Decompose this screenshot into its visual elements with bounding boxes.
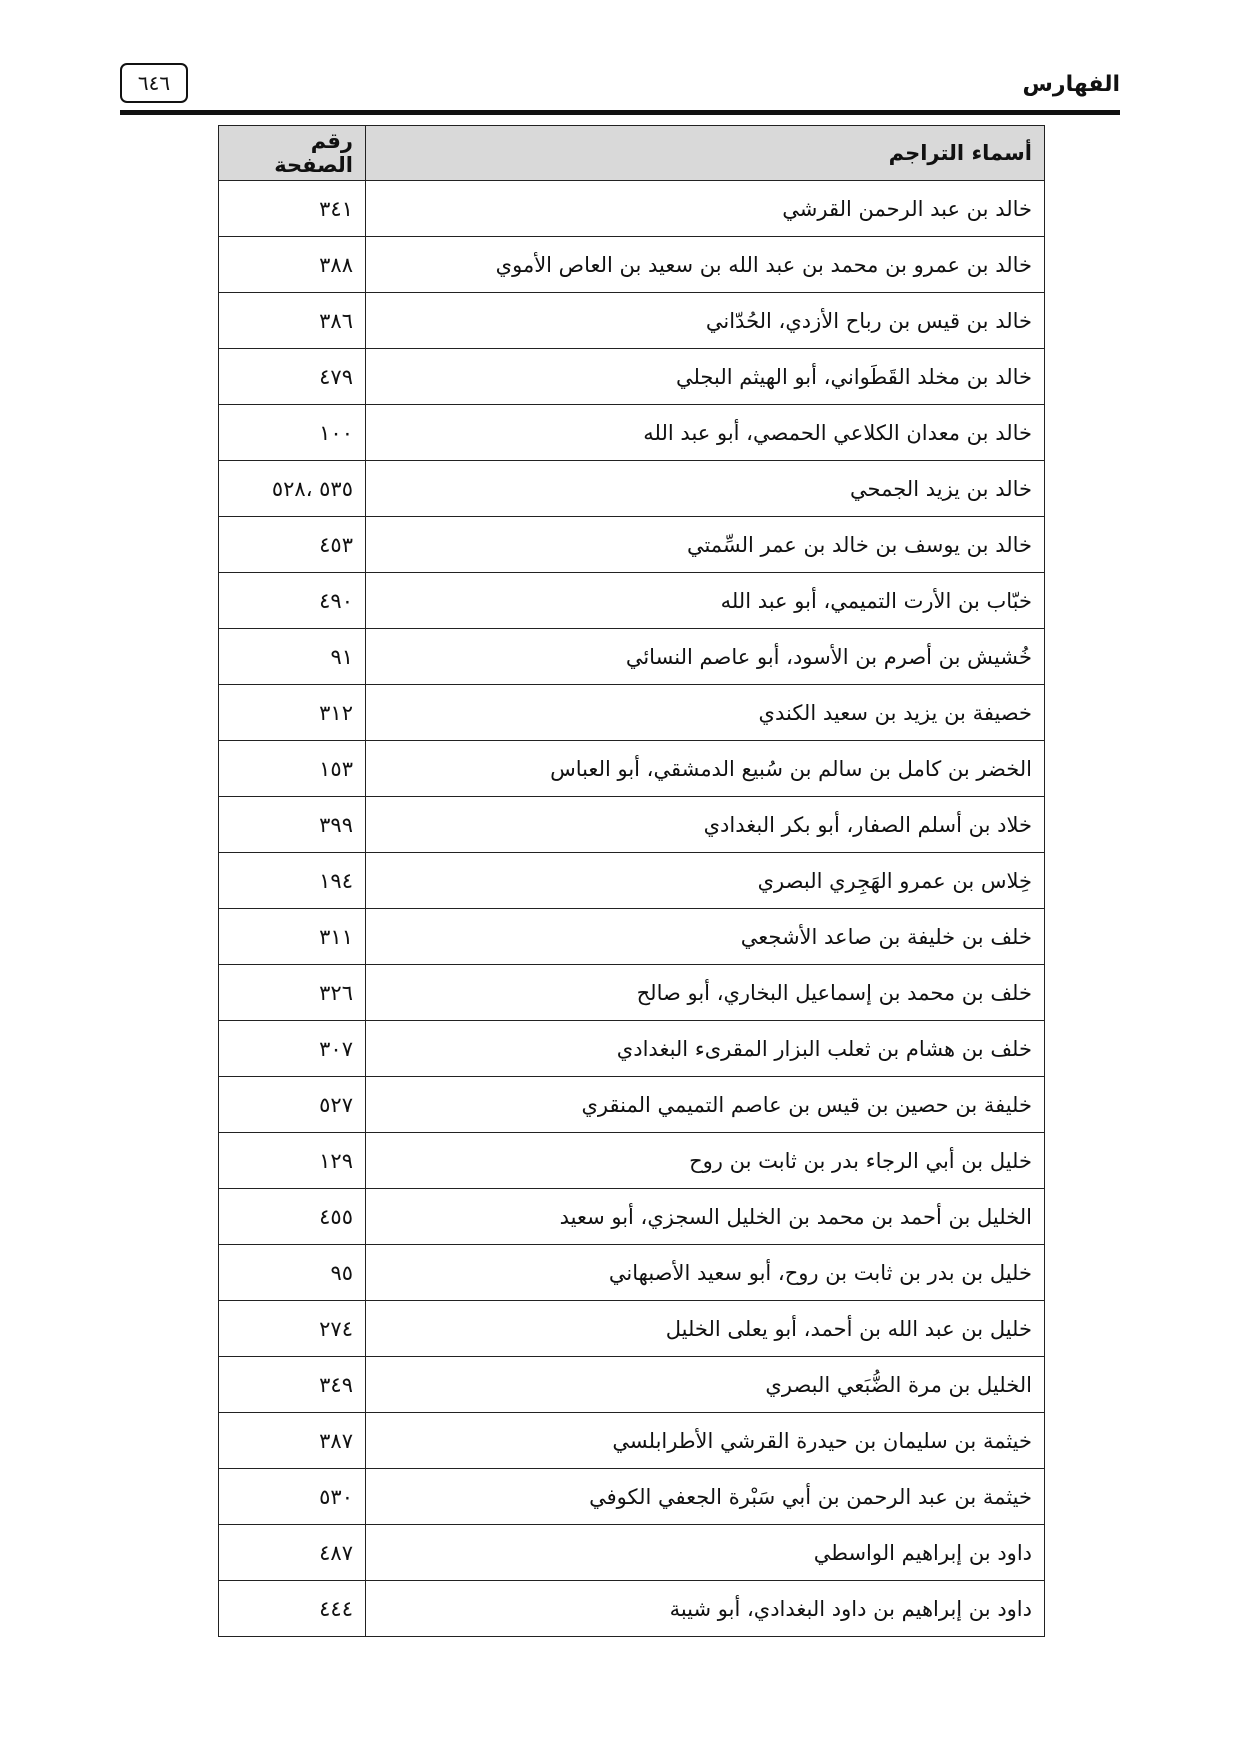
table-row: خلاد بن أسلم الصفار، أبو بكر البغدادي ٣٩٩ [218, 796, 1045, 853]
table-row: خِلاس بن عمرو الهَجِري البصري ١٩٤ [218, 852, 1045, 909]
page-cell: ٤٤٤ [218, 1580, 366, 1637]
name-cell: خالد بن مخلد القَطَواني، أبو الهيثم البج… [365, 348, 1045, 405]
table-row: خليل بن عبد الله بن أحمد، أبو يعلى الخلي… [218, 1300, 1045, 1357]
page-cell: ٥٣٠ [218, 1468, 366, 1525]
running-title: الفهارس [1022, 72, 1120, 97]
page-cell: ٤٧٩ [218, 348, 366, 405]
page-cell: ٩٥ [218, 1244, 366, 1301]
table-row: داود بن إبراهيم بن داود البغدادي، أبو شي… [218, 1580, 1045, 1637]
page-cell: ١٠٠ [218, 404, 366, 461]
name-cell: خلف بن خليفة بن صاعد الأشجعي [365, 908, 1045, 965]
page-cell: ٣٠٧ [218, 1020, 366, 1077]
table-row: خيثمة بن عبد الرحمن بن أبي سَبْرة الجعفي… [218, 1468, 1045, 1525]
name-cell: خالد بن عمرو بن محمد بن عبد الله بن سعيد… [365, 236, 1045, 293]
names-index-table: أسماء التراجم رقم الصفحة خالد بن عبد الر… [218, 125, 1045, 1637]
page-cell: ٢٧٤ [218, 1300, 366, 1357]
table-row: الخضر بن كامل بن سالم بن سُبيع الدمشقي، … [218, 740, 1045, 797]
page-cell: ٩١ [218, 628, 366, 685]
page-cell: ٥٢٧ [218, 1076, 366, 1133]
table-row: خلف بن محمد بن إسماعيل البخاري، أبو صالح… [218, 964, 1045, 1021]
table-row: خالد بن يزيد الجمحي ٥٣٥ ،٥٢٨ [218, 460, 1045, 517]
column-header-names: أسماء التراجم [365, 125, 1045, 181]
page-cell: ١٩٤ [218, 852, 366, 909]
name-cell: الخليل بن مرة الضُّبَعي البصري [365, 1356, 1045, 1413]
page-number: ٦٤٦ [120, 63, 188, 103]
name-cell: الخضر بن كامل بن سالم بن سُبيع الدمشقي، … [365, 740, 1045, 797]
page-cell: ٣٢٦ [218, 964, 366, 1021]
table-row: خليل بن بدر بن ثابت بن روح، أبو سعيد الأ… [218, 1244, 1045, 1301]
table-header-row: أسماء التراجم رقم الصفحة [218, 125, 1045, 181]
name-cell: خليل بن بدر بن ثابت بن روح، أبو سعيد الأ… [365, 1244, 1045, 1301]
name-cell: خيثمة بن سليمان بن حيدرة القرشي الأطرابل… [365, 1412, 1045, 1469]
table-row: داود بن إبراهيم الواسطي ٤٨٧ [218, 1524, 1045, 1581]
page-cell: ٣١٢ [218, 684, 366, 741]
page-cell: ٤٥٣ [218, 516, 366, 573]
table-row: الخليل بن أحمد بن محمد بن الخليل السجزي،… [218, 1188, 1045, 1245]
page-cell: ٣٨٨ [218, 236, 366, 293]
name-cell: الخليل بن أحمد بن محمد بن الخليل السجزي،… [365, 1188, 1045, 1245]
page-cell: ١٥٣ [218, 740, 366, 797]
table-row: خبّاب بن الأرت التميمي، أبو عبد الله ٤٩٠ [218, 572, 1045, 629]
column-header-page: رقم الصفحة [218, 125, 366, 181]
name-cell: خالد بن قيس بن رباح الأزدي، الحُدّاني [365, 292, 1045, 349]
name-cell: خُشيش بن أصرم بن الأسود، أبو عاصم النسائ… [365, 628, 1045, 685]
name-cell: داود بن إبراهيم بن داود البغدادي، أبو شي… [365, 1580, 1045, 1637]
table-row: خالد بن مخلد القَطَواني، أبو الهيثم البج… [218, 348, 1045, 405]
name-cell: خليل بن أبي الرجاء بدر بن ثابت بن روح [365, 1132, 1045, 1189]
table-row: خلف بن هشام بن ثعلب البزار المقرىء البغد… [218, 1020, 1045, 1077]
table-row: خليفة بن حصين بن قيس بن عاصم التميمي الم… [218, 1076, 1045, 1133]
name-cell: خلف بن هشام بن ثعلب البزار المقرىء البغد… [365, 1020, 1045, 1077]
page-cell: ١٢٩ [218, 1132, 366, 1189]
name-cell: خالد بن يزيد الجمحي [365, 460, 1045, 517]
page-cell: ٥٣٥ ،٥٢٨ [218, 460, 366, 517]
page-cell: ٤٥٥ [218, 1188, 366, 1245]
name-cell: خالد بن يوسف بن خالد بن عمر السِّمتي [365, 516, 1045, 573]
page-cell: ٤٨٧ [218, 1524, 366, 1581]
table-row: خالد بن معدان الكلاعي الحمصي، أبو عبد ال… [218, 404, 1045, 461]
name-cell: خالد بن عبد الرحمن القرشي [365, 180, 1045, 237]
name-cell: خيثمة بن عبد الرحمن بن أبي سَبْرة الجعفي… [365, 1468, 1045, 1525]
table-row: الخليل بن مرة الضُّبَعي البصري ٣٤٩ [218, 1356, 1045, 1413]
table-row: خالد بن عمرو بن محمد بن عبد الله بن سعيد… [218, 236, 1045, 293]
table-row: خُشيش بن أصرم بن الأسود، أبو عاصم النسائ… [218, 628, 1045, 685]
page-cell: ٣١١ [218, 908, 366, 965]
name-cell: داود بن إبراهيم الواسطي [365, 1524, 1045, 1581]
name-cell: خلف بن محمد بن إسماعيل البخاري، أبو صالح [365, 964, 1045, 1021]
page-cell: ٣٨٦ [218, 292, 366, 349]
table-row: خليل بن أبي الرجاء بدر بن ثابت بن روح ١٢٩ [218, 1132, 1045, 1189]
name-cell: خصيفة بن يزيد بن سعيد الكندي [365, 684, 1045, 741]
header-rule [120, 110, 1120, 115]
name-cell: خالد بن معدان الكلاعي الحمصي، أبو عبد ال… [365, 404, 1045, 461]
table-row: خصيفة بن يزيد بن سعيد الكندي ٣١٢ [218, 684, 1045, 741]
name-cell: خلاد بن أسلم الصفار، أبو بكر البغدادي [365, 796, 1045, 853]
page-cell: ٤٩٠ [218, 572, 366, 629]
table-row: خيثمة بن سليمان بن حيدرة القرشي الأطرابل… [218, 1412, 1045, 1469]
page-cell: ٣٤١ [218, 180, 366, 237]
table-row: خالد بن قيس بن رباح الأزدي، الحُدّاني ٣٨٦ [218, 292, 1045, 349]
page-cell: ٣٤٩ [218, 1356, 366, 1413]
name-cell: خبّاب بن الأرت التميمي، أبو عبد الله [365, 572, 1045, 629]
table-row: خالد بن يوسف بن خالد بن عمر السِّمتي ٤٥٣ [218, 516, 1045, 573]
name-cell: خليفة بن حصين بن قيس بن عاصم التميمي الم… [365, 1076, 1045, 1133]
table-row: خلف بن خليفة بن صاعد الأشجعي ٣١١ [218, 908, 1045, 965]
page-cell: ٣٨٧ [218, 1412, 366, 1469]
name-cell: خِلاس بن عمرو الهَجِري البصري [365, 852, 1045, 909]
table-row: خالد بن عبد الرحمن القرشي ٣٤١ [218, 180, 1045, 237]
page-cell: ٣٩٩ [218, 796, 366, 853]
name-cell: خليل بن عبد الله بن أحمد، أبو يعلى الخلي… [365, 1300, 1045, 1357]
